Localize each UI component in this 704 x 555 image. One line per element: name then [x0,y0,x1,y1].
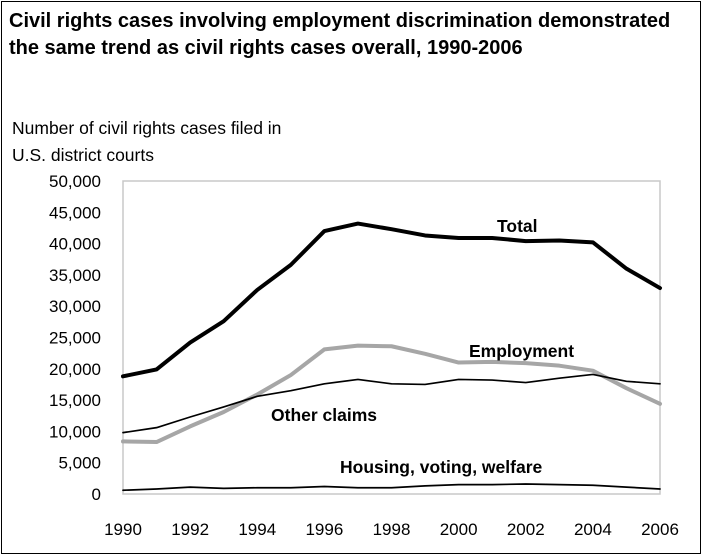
y-axis-label-line-1: Number of civil rights cases filed in [12,118,282,138]
series-label: Housing, voting, welfare [340,457,543,477]
x-tick-label: 2002 [507,520,545,539]
x-tick-label: 2006 [641,520,679,539]
x-axis-ticks: 1990 1992 1994 1996 1998 2000 2002 2004 2006 [104,520,679,539]
y-tick-label: 40,000 [49,235,101,254]
plot-border [122,180,661,495]
series-label: Total [497,216,538,236]
series-labels: Total Employment Other claims Housing, voti… [271,216,574,477]
series-layer [121,221,662,492]
y-tick-label: 10,000 [49,422,101,441]
series-line-total [121,221,662,379]
series-line-housing-voting-welfare [122,483,661,492]
x-tick-label: 1996 [305,520,343,539]
plot-area [122,180,661,495]
x-tick-label: 2000 [440,520,478,539]
y-tick-label: 20,000 [49,360,101,379]
y-tick-label: 15,000 [49,391,101,410]
series-label: Other claims [271,405,377,425]
x-tick-label: 1998 [373,520,411,539]
series-line-other-claims [122,373,661,434]
y-tick-label: 50,000 [49,172,101,191]
x-tick-label: 1990 [104,520,142,539]
y-axis-label: Number of civil rights cases filed in U.… [12,115,432,169]
chart-title: Civil rights cases involving employment … [9,10,671,59]
y-tick-label: 25,000 [49,329,101,348]
x-tick-label: 2004 [574,520,612,539]
x-tick-label: 1994 [238,520,276,539]
y-tick-label: 5,000 [58,454,101,473]
y-axis-label-line-2: U.S. district courts [12,145,154,165]
x-tick-label: 1992 [171,520,209,539]
y-tick-label: 45,000 [49,203,101,222]
y-tick-label: 30,000 [49,297,101,316]
y-tick-label: 35,000 [49,266,101,285]
y-axis-ticks: 0 5,000 10,000 15,000 20,000 25,000 30,000 35,0… [49,172,101,504]
series-label: Employment [469,341,574,361]
series-line-employment [121,343,662,445]
y-tick-label: 0 [92,485,101,504]
